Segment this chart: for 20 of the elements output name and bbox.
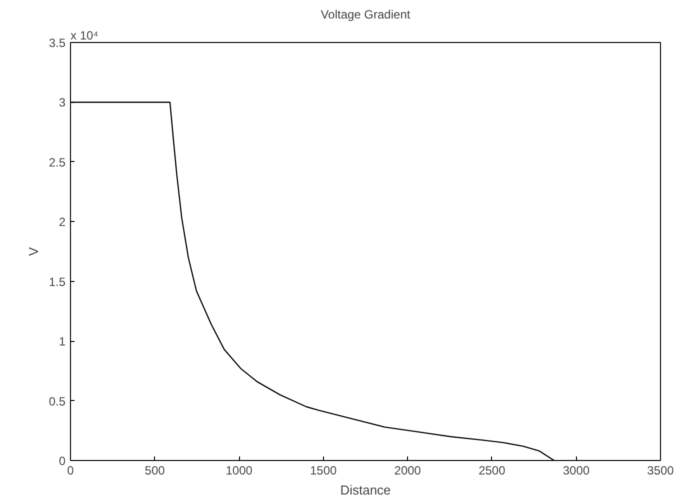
- x-tick-label: 2500: [478, 464, 506, 478]
- x-tick-label: 0: [67, 464, 74, 478]
- x-tick-label: 500: [144, 464, 166, 478]
- y-tick-label: 1: [58, 334, 66, 349]
- x-axis-title: Distance: [340, 482, 391, 498]
- y-tick-label: 3.5: [48, 36, 66, 50]
- y-tick-label: 2.5: [48, 155, 66, 170]
- x-tick-label: 3500: [647, 464, 674, 478]
- annotation: x 10⁴: [70, 28, 98, 42]
- y-tick-label: 0: [58, 454, 66, 468]
- y-tick-label: 1.5: [48, 274, 66, 289]
- x-tick-label: 1000: [226, 464, 253, 478]
- x-tick-label: 3000: [562, 464, 590, 478]
- chart-title: Voltage Gradient: [320, 8, 411, 22]
- x-tick-label: 1500: [310, 464, 338, 478]
- y-tick-label: 3: [58, 96, 66, 110]
- y-tick-label: 0.5: [48, 394, 66, 408]
- y-axis-title: V: [26, 246, 41, 256]
- y-tick-label: 2: [58, 215, 66, 230]
- x-tick-label: 2000: [394, 464, 422, 478]
